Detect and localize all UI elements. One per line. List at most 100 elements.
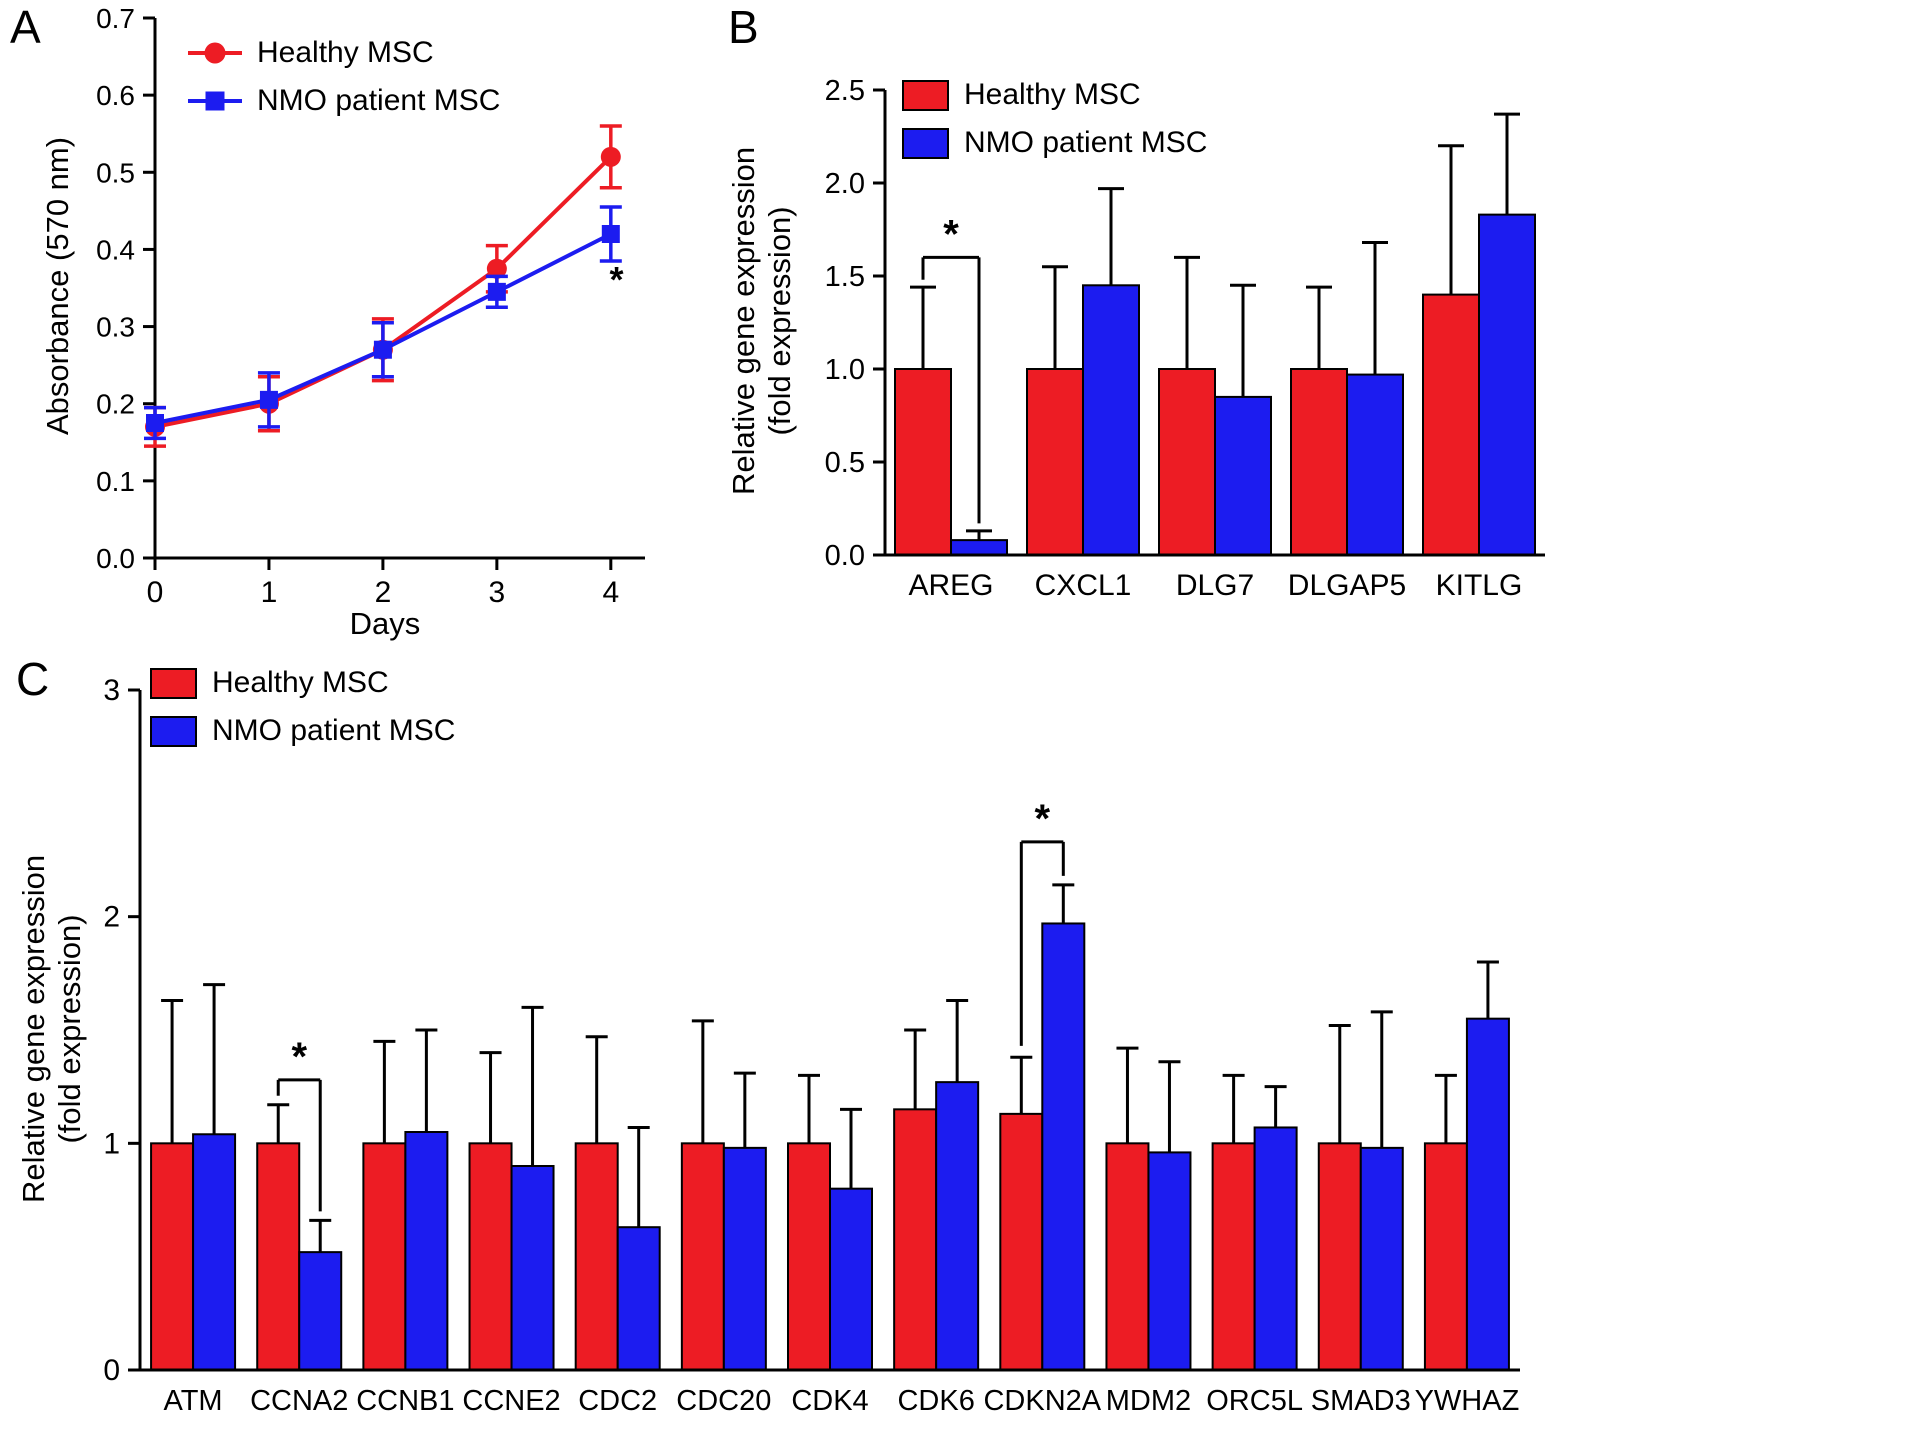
category-label: CCNE2 [462, 1385, 560, 1417]
category-label: CCNB1 [356, 1385, 454, 1417]
panel-b-letter: B [728, 1, 759, 53]
bar [616, 1226, 661, 1372]
growth-curve-chart: 0.0 0.1 0.2 0.3 0.4 0.5 0.6 0.7 0 1 2 3 4 * [96, 3, 645, 609]
legend-label-healthy: Healthy MSC [964, 78, 1141, 111]
data-point [373, 340, 392, 359]
category-label: CDK6 [897, 1385, 974, 1417]
bar [1158, 368, 1216, 556]
series-line [153, 154, 613, 429]
significance-star: * [1035, 797, 1051, 841]
panel-b-y-axis-title: Relative gene expression (fold expressio… [726, 146, 797, 496]
blue-swatch-icon [902, 127, 949, 159]
bar [1041, 922, 1086, 1371]
bar [1253, 1126, 1298, 1372]
legend-label-healthy: Healthy MSC [212, 666, 389, 699]
category-label: YWHAZ [1415, 1385, 1520, 1417]
y-tick-label: 0.5 [96, 157, 135, 188]
bar [680, 1142, 725, 1372]
category-label: ATM [164, 1385, 223, 1417]
y-tick-label: 1.5 [825, 261, 865, 293]
bar [150, 1142, 195, 1372]
bar [1026, 368, 1084, 556]
y-tick-label: 2.5 [825, 75, 865, 107]
category-label: CDK4 [791, 1385, 868, 1417]
category-label: KITLG [1436, 569, 1523, 602]
healthy-msc-line-marker-icon [188, 41, 242, 65]
square-marker-icon [205, 91, 225, 111]
panel-b-legend: Healthy MSC NMO patient MSC [902, 78, 1207, 160]
significance-star: * [943, 212, 959, 256]
panel-a-letter: A [10, 1, 41, 53]
y-tick-label: 0 [103, 1354, 120, 1387]
y-tick-label: 0.6 [96, 80, 135, 111]
blue-swatch-icon [150, 715, 197, 747]
bar [950, 539, 1008, 556]
y-tick-label: 2.0 [825, 168, 865, 200]
category-label: DLGAP5 [1288, 569, 1406, 602]
bar [1317, 1142, 1362, 1372]
legend-label-nmo: NMO patient MSC [212, 714, 456, 747]
legend-label-nmo: NMO patient MSC [964, 126, 1208, 159]
bar [787, 1142, 831, 1372]
legend-item-nmo-msc: NMO patient MSC [188, 84, 500, 118]
category-label: CXCL1 [1035, 569, 1132, 602]
y-tick-label: 0.5 [825, 447, 865, 479]
gene-expression-chart-c: 0 1 2 3 ATM CCNA2 CCNB1 CCNE2 CDC2 CDC20 CDK4 CDK6 C… [103, 674, 1520, 1417]
category-label: MDM2 [1106, 1385, 1191, 1417]
bar [1290, 368, 1348, 556]
bar [1422, 293, 1480, 556]
category-label: DLG7 [1176, 569, 1254, 602]
significance-star: * [610, 259, 624, 300]
category-label: CCNA2 [250, 1385, 348, 1417]
category-label: ORC5L [1206, 1385, 1303, 1417]
panel-a-legend: Healthy MSC NMO patient MSC [188, 36, 500, 118]
bar [298, 1251, 343, 1372]
y-tick-label: 1.0 [825, 354, 865, 386]
y-tick-label: 0.0 [96, 543, 135, 574]
data-point [487, 282, 506, 301]
x-tick-label: 4 [602, 576, 619, 609]
y-tick-label: 0.1 [96, 466, 135, 497]
bar [1082, 284, 1140, 556]
y-tick-label: 0.3 [96, 312, 135, 343]
bar [999, 1112, 1044, 1371]
red-swatch-icon [902, 79, 949, 111]
bar [468, 1142, 513, 1372]
red-swatch-icon [150, 667, 197, 699]
x-tick-label: 0 [147, 576, 164, 609]
category-label: CDC20 [676, 1385, 771, 1417]
bar [935, 1081, 980, 1371]
bar [1465, 1017, 1510, 1371]
significance-star: * [291, 1035, 307, 1079]
bar [1423, 1142, 1468, 1372]
y-tick-label: 0.4 [96, 234, 135, 265]
bar [1359, 1146, 1404, 1371]
bar [829, 1187, 873, 1372]
nmo-msc-line-marker-icon [188, 89, 242, 113]
bar [574, 1142, 619, 1372]
gene-expression-chart-b: 0.0 0.5 1.0 1.5 2.0 2.5 AREG CXCL1 DLG7 DLGAP5 KIT… [825, 75, 1545, 602]
category-label: CDC2 [578, 1385, 657, 1417]
y-tick-label: 1 [103, 1127, 120, 1160]
legend-item-nmo-msc: NMO patient MSC [902, 126, 1207, 160]
bar [1346, 373, 1404, 556]
category-label: CDKN2A [983, 1385, 1101, 1417]
y-tick-label: 3 [103, 674, 120, 707]
bar [893, 1108, 938, 1371]
category-label: AREG [908, 569, 993, 602]
legend-item-nmo-msc: NMO patient MSC [150, 714, 455, 748]
y-tick-label: 2 [103, 901, 120, 934]
x-tick-label: 1 [261, 576, 278, 609]
circle-marker-icon [204, 42, 226, 64]
x-tick-label: 3 [489, 576, 506, 609]
panel-a-x-axis-title: Days [349, 606, 421, 641]
data-point [601, 225, 620, 243]
panel-c-y-axis-title: Relative gene expression (fold expressio… [16, 854, 87, 1204]
bar [1105, 1142, 1150, 1372]
panel-c-legend: Healthy MSC NMO patient MSC [150, 666, 455, 748]
data-point [146, 414, 164, 432]
data-point [259, 390, 278, 409]
bar [362, 1142, 407, 1372]
x-tick-label: 2 [375, 576, 392, 609]
